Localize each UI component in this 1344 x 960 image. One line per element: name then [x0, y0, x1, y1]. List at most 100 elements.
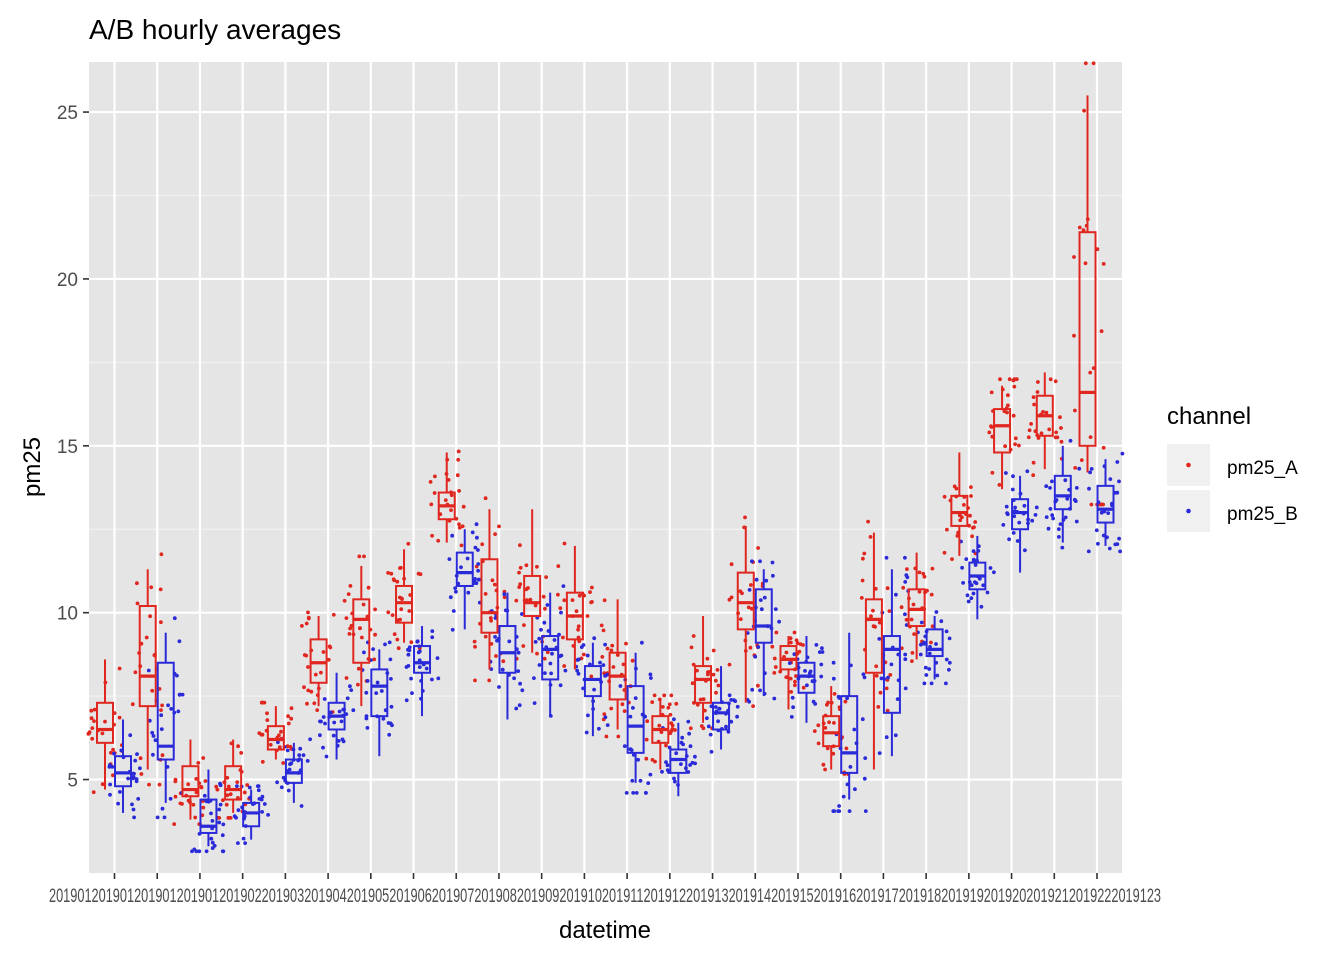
data-point	[628, 714, 633, 719]
data-point	[820, 646, 824, 651]
data-point	[862, 551, 867, 556]
data-point	[306, 616, 311, 621]
data-point	[969, 596, 974, 601]
data-point	[844, 746, 849, 751]
box	[1011, 498, 1030, 531]
data-point	[365, 726, 370, 730]
data-point	[952, 484, 957, 489]
data-point	[930, 566, 935, 571]
data-point	[226, 784, 231, 789]
data-point	[201, 756, 206, 760]
data-point	[1072, 497, 1077, 502]
data-point	[514, 598, 519, 603]
data-point	[135, 581, 139, 586]
data-point	[100, 731, 105, 736]
data-point	[559, 653, 564, 658]
data-point	[87, 731, 91, 736]
data-point	[831, 751, 836, 756]
data-point	[985, 590, 990, 595]
data-point	[1094, 528, 1099, 533]
data-point	[337, 709, 342, 714]
data-point	[1031, 395, 1036, 399]
data-point	[487, 678, 492, 683]
data-point	[524, 563, 529, 568]
data-point	[497, 685, 501, 689]
data-point	[922, 574, 927, 579]
data-point	[430, 635, 435, 640]
data-point	[116, 801, 120, 806]
box	[950, 494, 969, 527]
y-tick-label: 25	[57, 103, 78, 124]
data-point	[390, 613, 395, 617]
data-point	[989, 390, 994, 395]
data-point	[493, 616, 498, 620]
box	[455, 551, 474, 587]
data-point	[308, 737, 312, 742]
data-point	[836, 809, 840, 813]
data-point	[1004, 471, 1008, 475]
data-point	[889, 662, 894, 667]
data-point	[589, 600, 593, 605]
jitter-points	[86, 61, 1125, 854]
data-point	[921, 571, 926, 576]
data-point	[1003, 444, 1007, 449]
data-point	[885, 586, 890, 591]
data-point	[418, 572, 423, 577]
data-point	[1017, 443, 1021, 448]
data-point	[549, 671, 553, 676]
legend-title: channel	[1167, 403, 1251, 430]
data-point	[150, 688, 155, 693]
data-point	[365, 679, 370, 683]
data-point	[886, 675, 890, 680]
data-point	[285, 744, 290, 749]
data-point	[339, 719, 344, 724]
box	[583, 665, 602, 698]
data-point	[652, 693, 657, 698]
data-point	[750, 559, 754, 564]
data-point	[186, 782, 191, 787]
data-point	[160, 753, 165, 758]
data-point	[615, 653, 620, 657]
data-point	[132, 815, 137, 820]
data-point	[1089, 467, 1094, 471]
data-point	[383, 642, 387, 647]
data-point	[624, 791, 629, 795]
data-point	[610, 643, 615, 648]
data-point	[456, 449, 461, 454]
data-point	[747, 588, 752, 592]
data-point	[750, 687, 755, 692]
data-point	[910, 659, 914, 663]
data-point	[831, 660, 836, 665]
data-point	[1013, 442, 1017, 447]
data-point	[1006, 393, 1010, 398]
data-point	[176, 709, 181, 714]
data-point	[323, 721, 327, 726]
data-point	[969, 485, 973, 489]
data-point	[989, 424, 993, 429]
data-point	[970, 534, 974, 539]
data-point	[312, 701, 317, 706]
data-point	[466, 590, 471, 595]
data-point	[492, 582, 497, 587]
data-point	[450, 533, 455, 538]
data-point	[903, 657, 908, 662]
data-point	[823, 726, 828, 730]
data-point	[1077, 225, 1082, 230]
data-point	[599, 623, 604, 628]
data-point	[609, 706, 614, 711]
data-point	[151, 752, 155, 757]
x-axis: 2019012019012019012019012019022019032019…	[49, 873, 1161, 907]
y-tick-label: 15	[57, 437, 78, 458]
data-point	[903, 686, 908, 691]
data-point	[133, 670, 138, 675]
box	[694, 665, 713, 704]
data-point	[698, 697, 703, 702]
x-tick-labels: 2019012019012019012019012019022019032019…	[49, 886, 1161, 907]
data-point	[971, 558, 976, 563]
data-point	[286, 788, 291, 793]
data-point	[789, 640, 793, 645]
data-point	[111, 773, 115, 778]
data-point	[260, 759, 265, 764]
data-point	[342, 598, 347, 603]
data-point	[1048, 507, 1053, 511]
